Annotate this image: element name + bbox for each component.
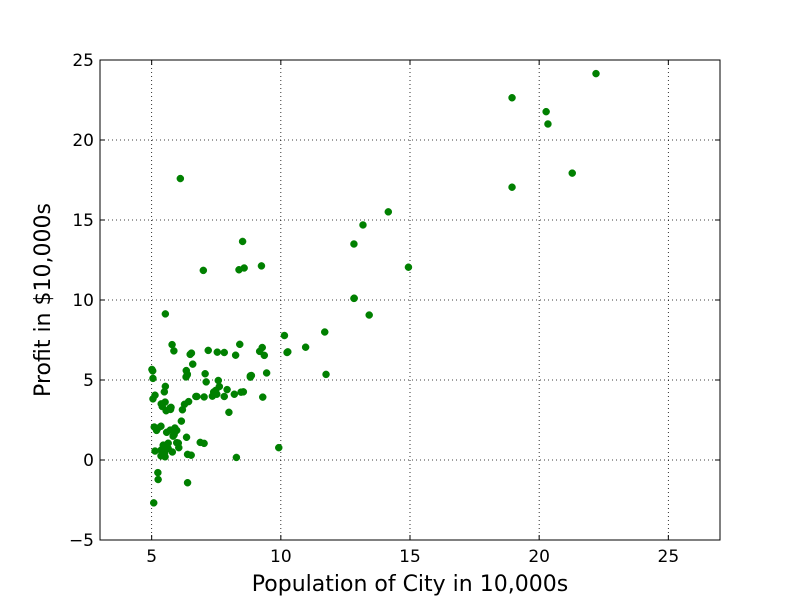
data-point (223, 385, 231, 394)
data-point (255, 347, 264, 356)
y-tick-label: 0 (83, 451, 94, 471)
data-point (200, 393, 208, 401)
data-point (213, 348, 222, 356)
data-point (239, 388, 248, 396)
y-tick-label: −5 (69, 531, 94, 551)
data-point (544, 120, 552, 128)
data-point (232, 453, 241, 462)
x-tick-label: 25 (658, 547, 680, 567)
data-point (215, 382, 224, 391)
data-point (280, 331, 289, 340)
data-point (231, 351, 240, 359)
x-tick-label: 20 (528, 547, 550, 567)
data-point (188, 360, 197, 368)
data-point (176, 174, 185, 183)
data-point (196, 438, 204, 447)
data-point (183, 478, 192, 487)
data-point (321, 328, 329, 336)
data-point (159, 441, 168, 450)
data-point (301, 343, 310, 351)
data-point (236, 340, 244, 349)
data-point (592, 69, 600, 78)
data-point (225, 408, 233, 417)
data-point (161, 398, 169, 406)
data-point (204, 346, 212, 355)
y-tick-label: 25 (72, 51, 94, 71)
data-point (365, 311, 373, 319)
y-tick-label: 15 (72, 211, 94, 231)
data-point (238, 237, 247, 246)
data-point (202, 378, 210, 386)
data-point (359, 221, 367, 229)
data-point (183, 450, 192, 459)
data-point (220, 348, 229, 357)
data-point (220, 392, 229, 401)
data-points (148, 69, 600, 507)
data-point (208, 392, 217, 400)
y-tick-label: 10 (72, 291, 94, 311)
x-tick-label: 5 (146, 547, 157, 567)
data-point (201, 370, 209, 378)
data-point (182, 366, 191, 375)
data-point (350, 294, 358, 303)
data-point (168, 448, 177, 456)
data-point (259, 393, 267, 401)
data-point (157, 452, 165, 460)
data-point (240, 264, 248, 272)
y-axis-label: Profit in $10,000s (31, 203, 56, 397)
data-point (508, 94, 516, 102)
data-point (182, 433, 191, 442)
data-point (247, 371, 256, 380)
data-point (154, 475, 162, 484)
data-point (214, 376, 223, 385)
grid-lines (100, 59, 720, 541)
data-point (322, 370, 330, 379)
data-point (150, 423, 158, 431)
data-point (542, 107, 550, 116)
data-point (172, 438, 181, 447)
data-point (230, 390, 239, 398)
data-point (199, 266, 208, 275)
data-point (148, 365, 156, 374)
axis-ticks: 5 10 15 20 25 −5 0 5 10 15 20 25 (69, 51, 720, 567)
data-point (151, 391, 159, 399)
data-point (384, 208, 393, 216)
data-point (180, 400, 189, 409)
x-tick-label: 10 (270, 547, 292, 567)
data-point (275, 443, 283, 452)
data-point (171, 424, 179, 432)
data-point (257, 262, 266, 270)
data-point (262, 369, 271, 377)
y-tick-label: 20 (72, 131, 94, 151)
y-tick-label: 5 (83, 371, 94, 391)
x-axis-label: Population of City in 10,000s (252, 572, 568, 597)
data-point (508, 183, 516, 191)
data-point (177, 417, 186, 425)
data-point (193, 392, 201, 401)
data-point (161, 382, 170, 391)
data-point (284, 348, 292, 356)
x-tick-label: 15 (399, 547, 421, 567)
data-point (350, 240, 358, 248)
data-point (167, 403, 175, 412)
data-point (154, 468, 162, 477)
data-point (161, 310, 170, 318)
data-point (187, 349, 196, 357)
data-point (168, 340, 176, 349)
data-point (404, 263, 413, 271)
data-point (170, 347, 178, 355)
data-point (568, 169, 576, 177)
data-point (149, 499, 158, 507)
data-point (149, 374, 157, 383)
